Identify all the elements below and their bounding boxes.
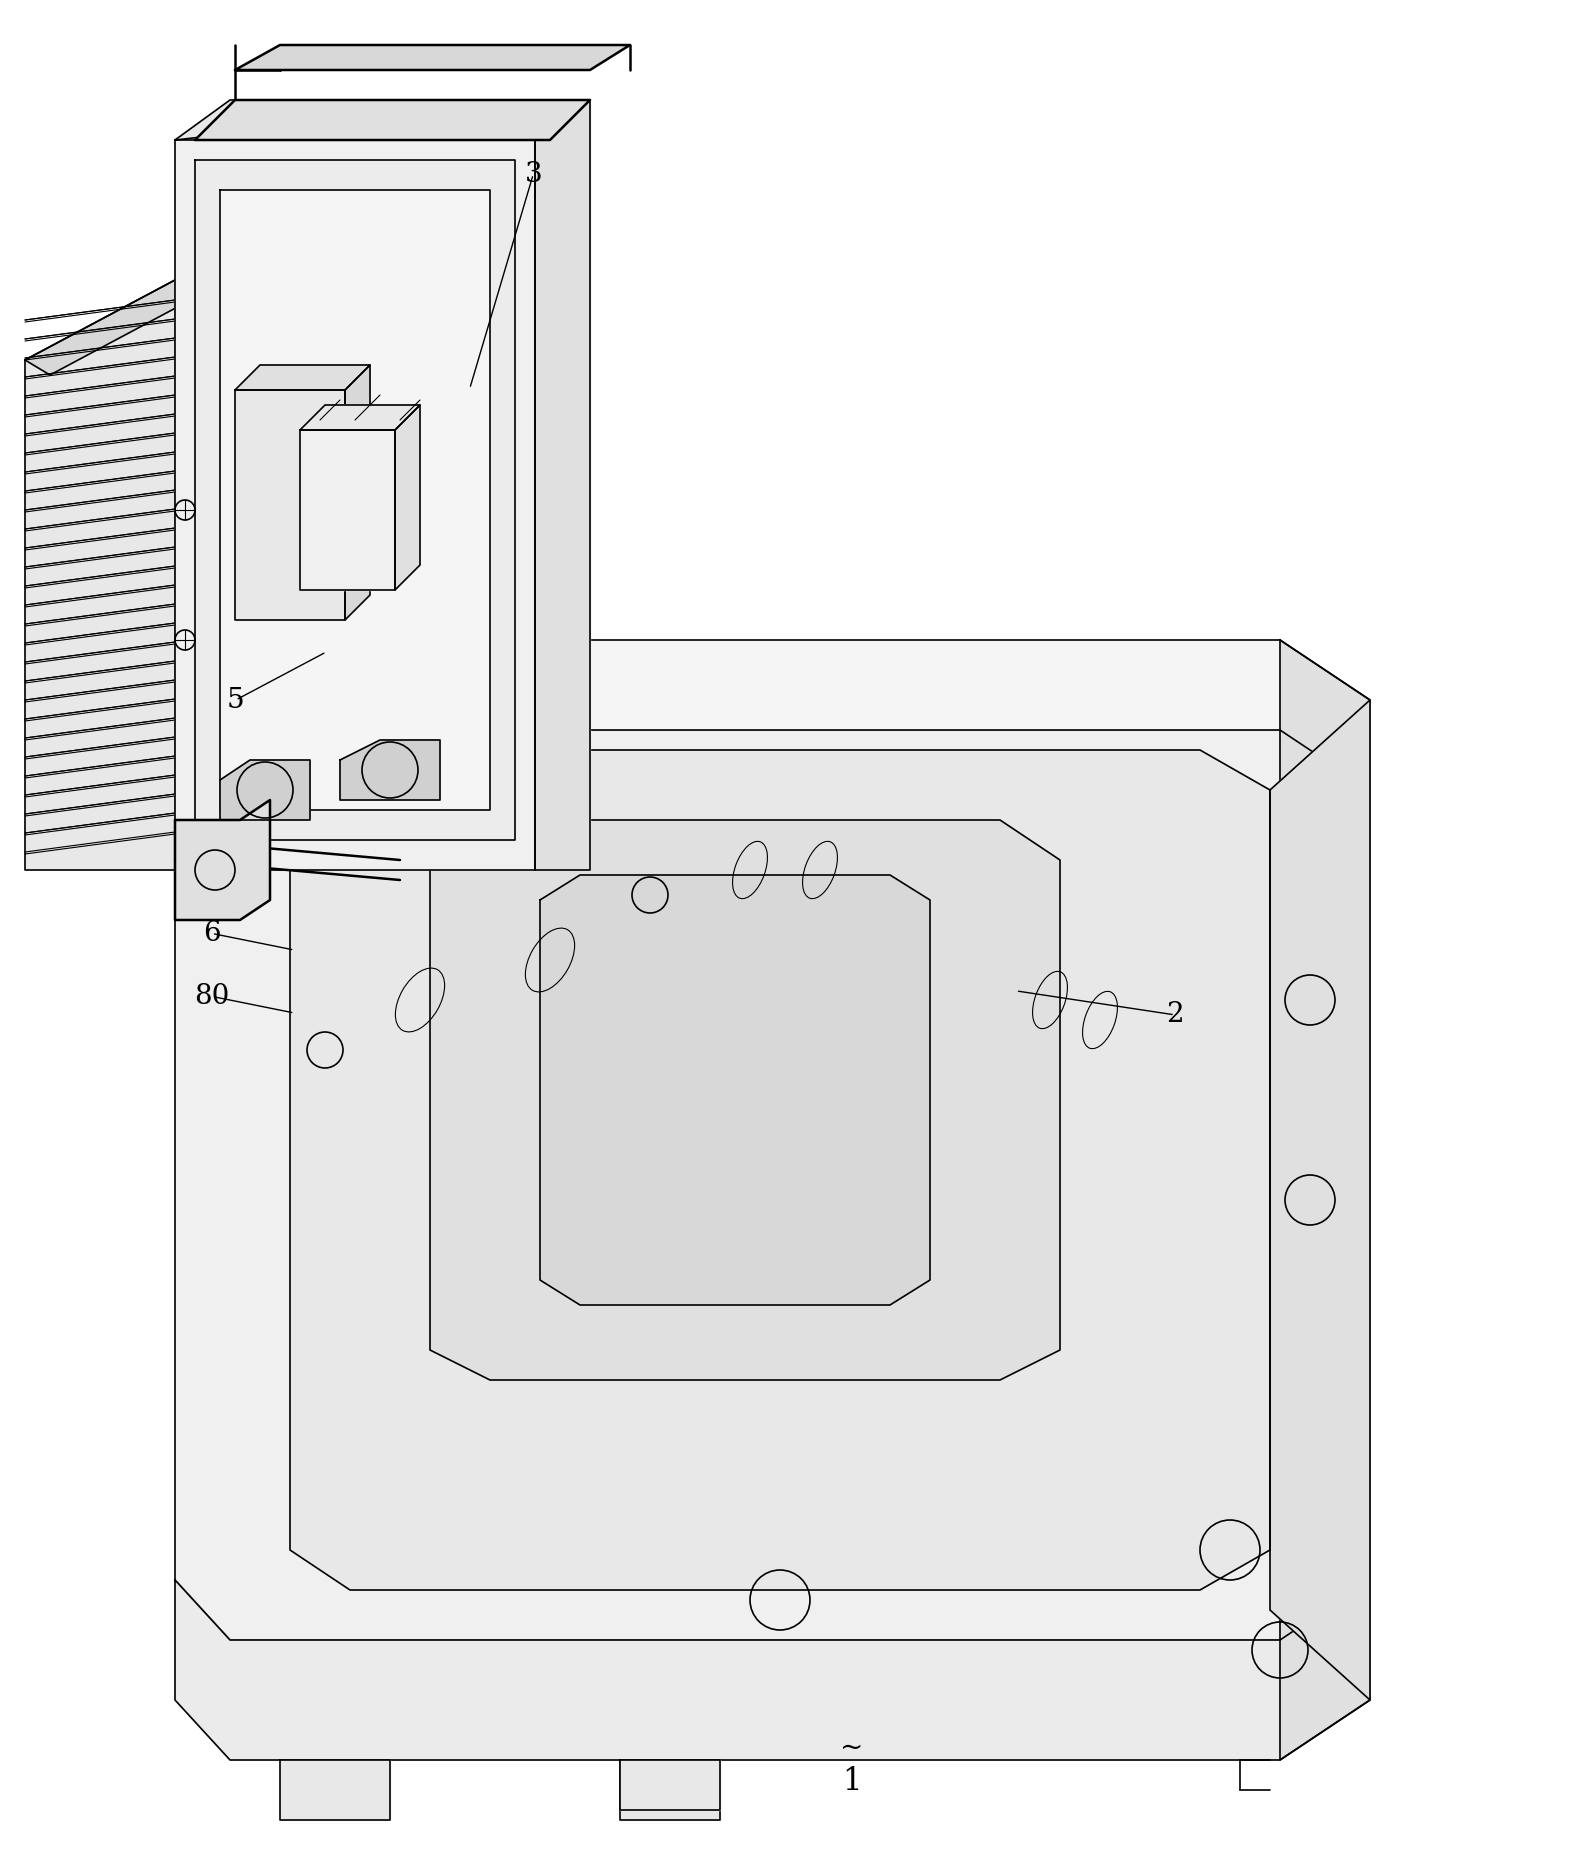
Polygon shape [430,820,1060,1380]
Polygon shape [535,100,591,870]
Text: 5: 5 [226,687,245,713]
Polygon shape [236,44,630,70]
Polygon shape [194,100,591,141]
Polygon shape [25,280,201,374]
Polygon shape [175,641,1371,791]
Text: 3: 3 [524,161,543,187]
Polygon shape [1280,641,1371,1759]
Polygon shape [175,265,201,870]
Polygon shape [290,750,1270,1591]
Polygon shape [175,800,271,920]
Polygon shape [220,759,310,820]
Polygon shape [540,874,930,1306]
Polygon shape [619,1759,720,1821]
Polygon shape [25,280,175,870]
Text: 6: 6 [202,920,221,946]
Polygon shape [619,1759,720,1809]
Polygon shape [194,159,514,841]
Polygon shape [299,406,420,430]
Polygon shape [345,365,369,620]
Polygon shape [220,191,490,809]
Polygon shape [236,391,345,620]
Polygon shape [341,741,439,800]
Polygon shape [299,430,395,591]
Polygon shape [175,100,535,870]
Polygon shape [175,730,1371,1641]
Text: 2: 2 [1165,1002,1184,1028]
Text: 1: 1 [842,1767,861,1796]
Polygon shape [175,280,194,870]
Polygon shape [175,1580,1371,1759]
Text: ~: ~ [841,1735,863,1761]
Polygon shape [280,1759,390,1821]
Text: 80: 80 [194,983,229,1009]
Polygon shape [236,365,369,391]
Polygon shape [1270,700,1371,1700]
Polygon shape [395,406,420,591]
Polygon shape [175,100,591,141]
